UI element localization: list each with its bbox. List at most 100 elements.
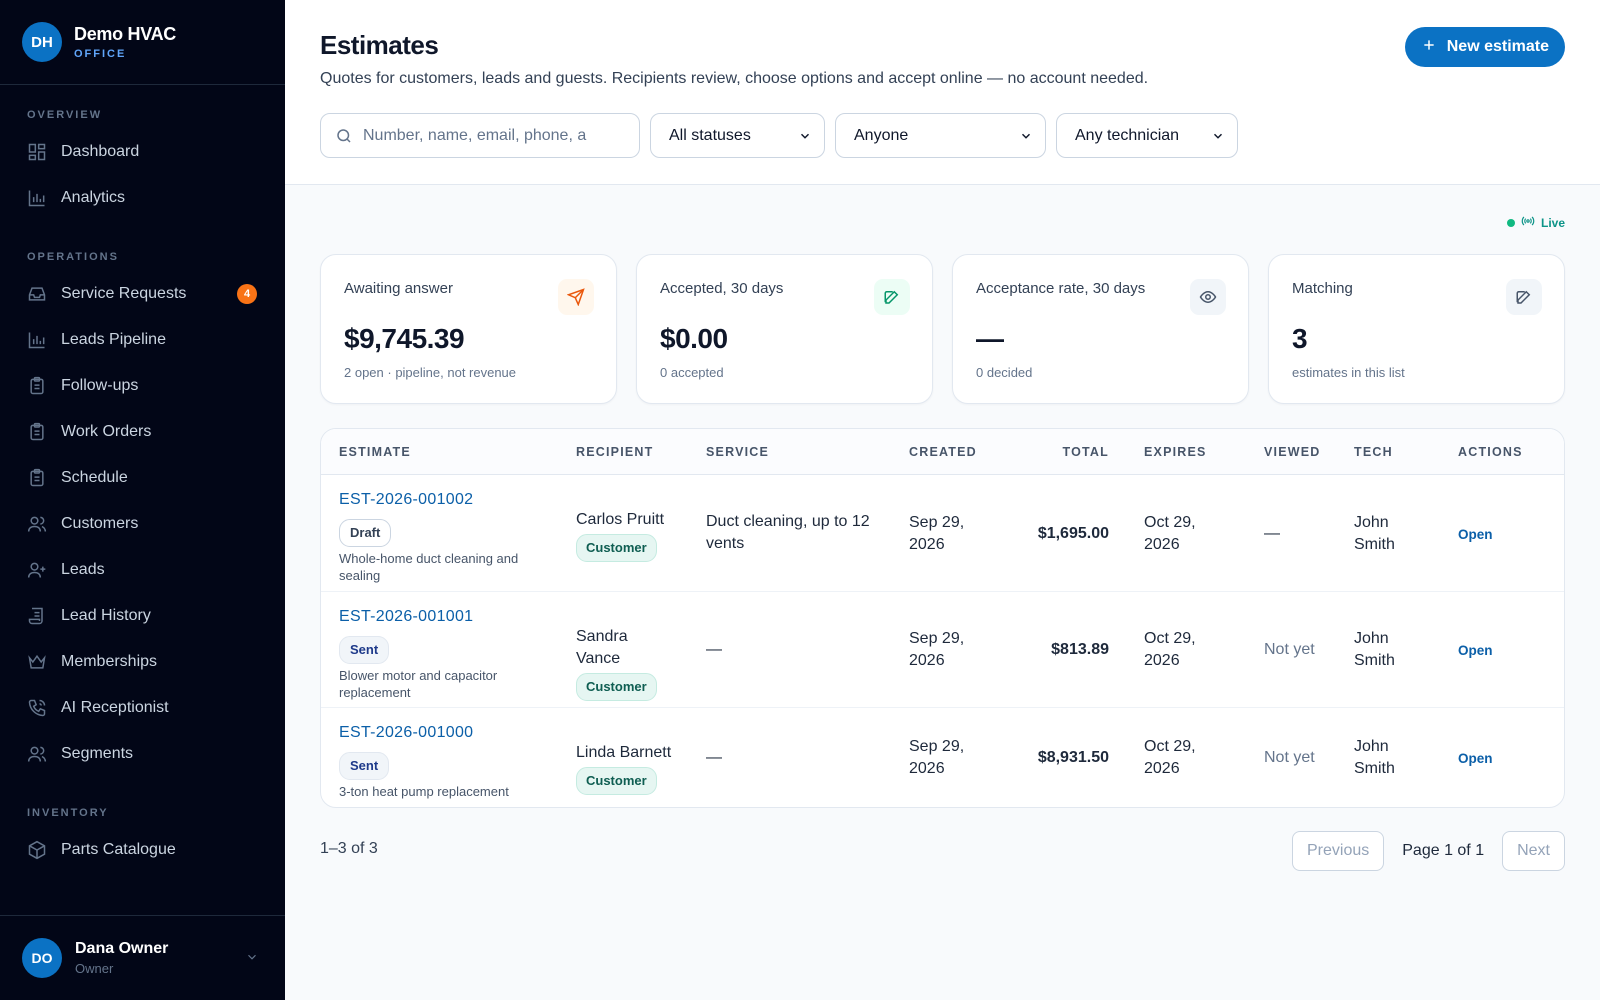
stat-card-label: Matching bbox=[1292, 280, 1353, 297]
bar-chart-icon bbox=[27, 188, 47, 208]
open-estimate-link[interactable]: Open bbox=[1458, 750, 1493, 766]
table-body: EST-2026-001002 Draft Whole-home duct cl… bbox=[321, 475, 1564, 807]
estimate-number-link[interactable]: EST-2026-001000 bbox=[339, 724, 474, 741]
estimate-number-link[interactable]: EST-2026-001001 bbox=[339, 608, 474, 625]
nav-section-label: INVENTORY bbox=[27, 807, 109, 819]
sidebar-item-analytics[interactable]: Analytics bbox=[14, 178, 271, 218]
sidebar-item-lead-history[interactable]: Lead History bbox=[14, 596, 271, 636]
sidebar-item-parts-catalogue[interactable]: Parts Catalogue bbox=[14, 830, 271, 870]
status-badge: Sent bbox=[339, 752, 390, 780]
plus-icon bbox=[1421, 37, 1437, 58]
sidebar-item-label: Segments bbox=[61, 745, 134, 762]
table-row[interactable]: EST-2026-001000 Sent 3-ton heat pump rep… bbox=[321, 708, 1564, 807]
page-indicator: Page 1 of 1 bbox=[1402, 842, 1485, 859]
notification-badge: 4 bbox=[237, 284, 257, 304]
status-filter[interactable]: All statuses bbox=[650, 113, 825, 158]
page-header: Estimates Quotes for customers, leads an… bbox=[285, 0, 1600, 185]
column-header-estimate: ESTIMATE bbox=[339, 445, 411, 459]
sidebar-item-label: Leads bbox=[61, 561, 105, 578]
sidebar-item-ai-receptionist[interactable]: AI Receptionist bbox=[14, 688, 271, 728]
stat-card-value: 3 bbox=[1292, 323, 1308, 354]
nav-section-label: OPERATIONS bbox=[27, 251, 119, 263]
new-estimate-button[interactable]: New estimate bbox=[1404, 27, 1565, 67]
technician-filter[interactable]: Any technician bbox=[1056, 113, 1238, 158]
chevron-down-icon bbox=[1213, 133, 1223, 139]
column-header-viewed: VIEWED bbox=[1264, 445, 1321, 459]
recipient-type-badge: Customer bbox=[576, 767, 657, 795]
stat-cards: Awaiting answer $9,745.39 2 open · pipel… bbox=[320, 254, 1565, 404]
brand[interactable]: DH Demo HVAC OFFICE bbox=[0, 0, 285, 85]
next-button[interactable]: Next bbox=[1502, 831, 1565, 871]
sidebar-item-label: AI Receptionist bbox=[61, 699, 169, 716]
estimate-description: Whole-home duct cleaning and sealing bbox=[339, 551, 519, 583]
stat-card-value: — bbox=[976, 323, 1004, 354]
created-date: Sep 29, 2026 bbox=[909, 630, 965, 669]
table-row[interactable]: EST-2026-001002 Draft Whole-home duct cl… bbox=[321, 475, 1564, 592]
sidebar-item-label: Work Orders bbox=[61, 423, 152, 440]
search-box bbox=[320, 113, 640, 158]
chevron-down-icon[interactable] bbox=[245, 950, 259, 969]
users-icon bbox=[27, 744, 47, 764]
crown-icon bbox=[27, 652, 47, 672]
status-badge: Sent bbox=[339, 636, 390, 664]
stat-card: Matching 3 estimates in this list bbox=[1268, 254, 1565, 404]
live-label: Live bbox=[1540, 215, 1565, 230]
created-date: Sep 29, 2026 bbox=[909, 737, 965, 777]
edit-icon bbox=[1506, 279, 1542, 315]
table-header: ESTIMATE RECIPIENT SERVICE CREATED TOTAL EXPI… bbox=[321, 429, 1564, 475]
estimate-description: Blower motor and capacitor replacement bbox=[339, 668, 498, 700]
stat-card-value: $9,745.39 bbox=[344, 323, 465, 354]
column-header-actions: ACTIONS bbox=[1458, 445, 1523, 459]
broadcast-icon bbox=[1521, 214, 1535, 231]
sidebar-item-leads[interactable]: Leads bbox=[14, 550, 271, 590]
estimates-table: ESTIMATE RECIPIENT SERVICE CREATED TOTAL EXPI… bbox=[320, 428, 1565, 808]
search-input[interactable] bbox=[363, 126, 588, 145]
technician-filter-value: Any technician bbox=[1075, 126, 1180, 144]
open-estimate-link[interactable]: Open bbox=[1458, 526, 1493, 542]
sidebar-item-segments[interactable]: Segments bbox=[14, 734, 271, 774]
stat-card-note: estimates in this list bbox=[1292, 365, 1405, 380]
previous-button[interactable]: Previous bbox=[1292, 831, 1385, 871]
sidebar-item-work-orders[interactable]: Work Orders bbox=[14, 412, 271, 452]
sidebar-item-leads-pipeline[interactable]: Leads Pipeline bbox=[14, 320, 271, 360]
table-row[interactable]: EST-2026-001001 Sent Blower motor and ca… bbox=[321, 592, 1564, 708]
search-icon bbox=[337, 128, 351, 143]
clipboard-icon bbox=[27, 422, 47, 442]
stat-card-note: 2 open · pipeline, not revenue bbox=[344, 365, 517, 380]
stat-card: Accepted, 30 days $0.00 0 accepted bbox=[636, 254, 933, 404]
box-icon bbox=[27, 840, 47, 860]
user-menu[interactable]: DO Dana Owner Owner bbox=[0, 915, 285, 1000]
sidebar-item-schedule[interactable]: Schedule bbox=[14, 458, 271, 498]
user-plus-icon bbox=[27, 560, 47, 580]
owner-filter[interactable]: Anyone bbox=[835, 113, 1046, 158]
service-cell: — bbox=[706, 641, 722, 658]
status-badge: Draft bbox=[339, 519, 392, 547]
viewed-status: Not yet bbox=[1264, 748, 1315, 766]
chevron-down-icon bbox=[800, 133, 810, 139]
sidebar-item-dashboard[interactable]: Dashboard bbox=[14, 132, 271, 172]
recipient-type-badge: Customer bbox=[576, 673, 657, 701]
sidebar-item-customers[interactable]: Customers bbox=[14, 504, 271, 544]
column-header-service: SERVICE bbox=[706, 445, 770, 459]
sidebar-item-label: Customers bbox=[61, 515, 139, 532]
total-amount: $8,931.50 bbox=[1037, 748, 1109, 766]
pagination: Previous Page 1 of 1 Next bbox=[1292, 831, 1565, 871]
estimate-number-link[interactable]: EST-2026-001002 bbox=[339, 491, 474, 508]
sidebar-item-memberships[interactable]: Memberships bbox=[14, 642, 271, 682]
sidebar-item-service-requests[interactable]: Service Requests 4 bbox=[14, 274, 271, 314]
eye-icon bbox=[1190, 279, 1226, 315]
open-estimate-link[interactable]: Open bbox=[1458, 643, 1493, 658]
stat-card-label: Awaiting answer bbox=[344, 280, 453, 297]
scroll-icon bbox=[27, 606, 47, 626]
expires-date: Oct 29, 2026 bbox=[1144, 513, 1196, 553]
page-subtitle: Quotes for customers, leads and guests. … bbox=[320, 70, 1149, 87]
sidebar-item-label: Analytics bbox=[61, 189, 126, 206]
sidebar-item-follow-ups[interactable]: Follow-ups bbox=[14, 366, 271, 406]
user-role: Owner bbox=[75, 961, 114, 976]
sidebar-item-label: Follow-ups bbox=[61, 377, 139, 394]
bar-chart-icon bbox=[27, 330, 47, 350]
phone-icon bbox=[27, 698, 47, 718]
sidebar-item-label: Schedule bbox=[61, 469, 128, 486]
clipboard-icon bbox=[27, 376, 47, 396]
column-header-expires: EXPIRES bbox=[1144, 445, 1207, 459]
